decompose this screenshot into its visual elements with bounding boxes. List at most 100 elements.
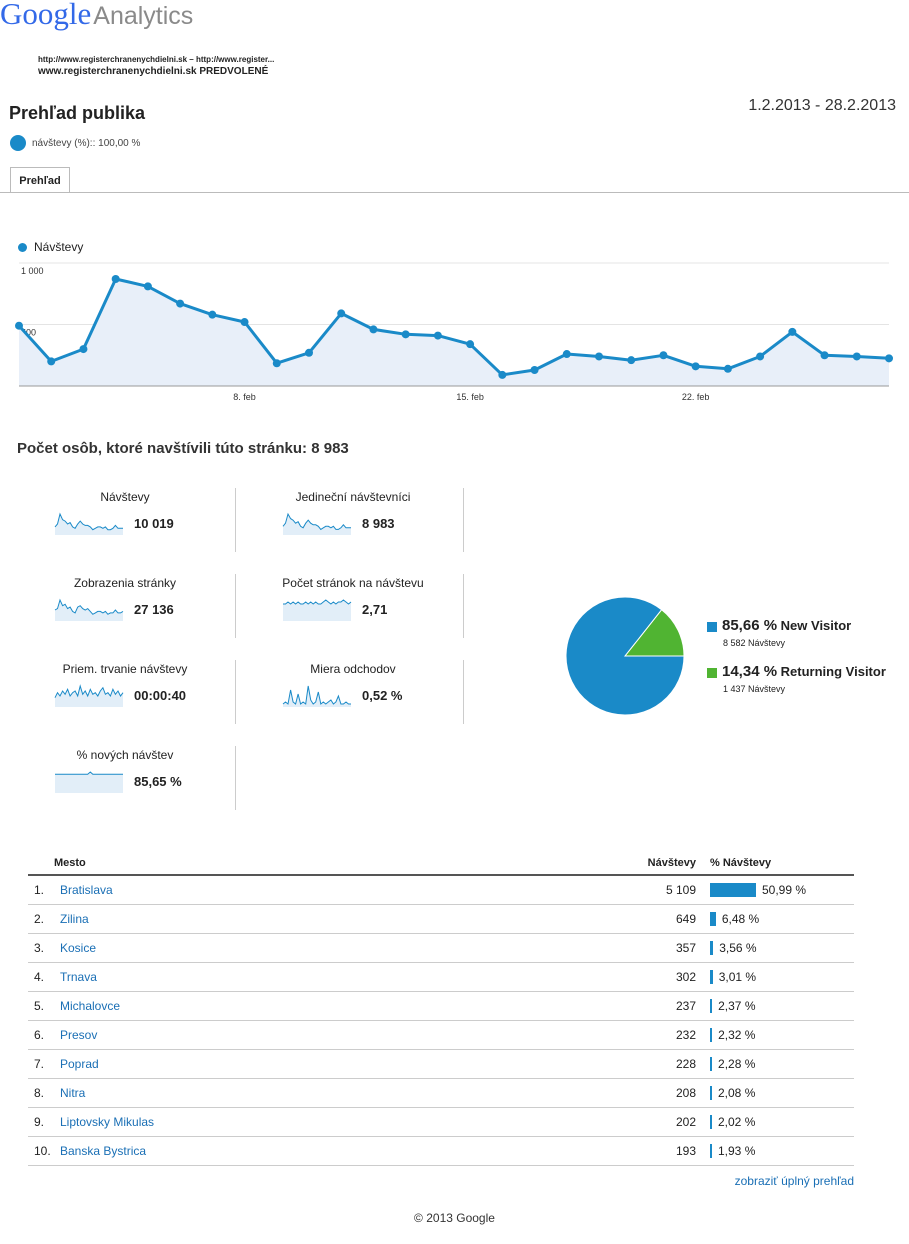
- col-city[interactable]: Mesto: [28, 856, 596, 876]
- data-point[interactable]: [433, 331, 442, 340]
- table-row: 9. Liptovsky Mikulas 202 2,02 %: [28, 1107, 854, 1137]
- city-link[interactable]: Trnava: [60, 962, 596, 992]
- data-point[interactable]: [691, 362, 700, 371]
- returning-visitor-label: Returning Visitor: [780, 664, 886, 679]
- pct-bar: [710, 1057, 713, 1072]
- data-point[interactable]: [852, 352, 861, 361]
- row-pct: 2,08 %: [718, 1085, 756, 1100]
- x-tick-label: 22. feb: [682, 392, 710, 402]
- returning-visitor-pct: 14,34 %: [722, 663, 778, 680]
- data-point[interactable]: [15, 321, 23, 330]
- segment-indicator: návštevy (%):: 100,00 %: [10, 135, 140, 151]
- tab-overview[interactable]: Prehľad: [10, 167, 70, 193]
- row-visits: 202: [596, 1107, 710, 1137]
- google-analytics-logo: GoogleAnalytics: [0, 0, 193, 32]
- row-visits: 302: [596, 962, 710, 992]
- data-point[interactable]: [820, 351, 829, 360]
- city-link[interactable]: Poprad: [60, 1049, 596, 1079]
- row-pct: 2,37 %: [718, 998, 756, 1013]
- data-point[interactable]: [47, 357, 56, 366]
- city-link[interactable]: Zilina: [60, 904, 596, 934]
- col-pct[interactable]: % Návštevy: [710, 856, 854, 876]
- data-point[interactable]: [723, 364, 732, 373]
- data-point[interactable]: [369, 325, 378, 334]
- data-point[interactable]: [401, 330, 410, 339]
- legend-dot-icon: [18, 242, 27, 252]
- metric-card: Priem. trvanie návštevy 00:00:40: [40, 662, 250, 726]
- row-visits: 237: [596, 991, 710, 1021]
- data-point[interactable]: [595, 352, 603, 361]
- city-link[interactable]: Presov: [60, 1020, 596, 1050]
- data-point[interactable]: [498, 370, 507, 379]
- sparkline-area: [283, 514, 351, 535]
- metric-name: Jedineční návštevníci: [295, 490, 411, 504]
- col-visits[interactable]: Návštevy: [596, 856, 710, 876]
- new-visitor-swatch: [707, 621, 717, 632]
- returning-visitor-swatch: [707, 667, 717, 678]
- x-tick-label: 8. feb: [233, 392, 256, 402]
- metric-value: 85,65 %: [134, 774, 182, 789]
- data-point[interactable]: [208, 310, 217, 319]
- date-range[interactable]: 1.2.2013 - 28.2.2013: [748, 97, 896, 114]
- city-link[interactable]: Liptovsky Mikulas: [60, 1107, 596, 1137]
- visits-line-chart: 1 000 500 8. feb 15. feb 22. feb: [15, 262, 893, 402]
- metric-name: Priem. trvanie návštevy: [62, 662, 188, 676]
- visitor-type-pie: [565, 596, 685, 716]
- data-point[interactable]: [659, 351, 668, 360]
- data-point[interactable]: [176, 299, 185, 308]
- metric-value: 2,71: [362, 602, 388, 617]
- page-title: Prehľad publika: [9, 103, 145, 123]
- row-pct-cell: 2,32 %: [710, 1020, 854, 1050]
- data-point[interactable]: [756, 352, 765, 361]
- table-row: 10. Banska Bystrica 193 1,93 %: [28, 1136, 854, 1166]
- row-visits: 232: [596, 1020, 710, 1050]
- y-tick-label: 1 000: [21, 266, 44, 276]
- data-point[interactable]: [240, 318, 249, 327]
- metric-sparkline: [283, 599, 352, 621]
- city-link[interactable]: Michalovce: [60, 991, 596, 1021]
- data-point[interactable]: [788, 327, 797, 336]
- sparkline-line: [282, 685, 351, 705]
- data-point[interactable]: [337, 309, 346, 318]
- full-report-link[interactable]: zobraziť úplný prehľad: [734, 1174, 854, 1188]
- new-visitor-visits: 8 582 Návštevy: [723, 638, 786, 648]
- data-point[interactable]: [143, 282, 152, 291]
- data-point[interactable]: [530, 366, 539, 375]
- metric-name: Návštevy: [100, 490, 150, 504]
- city-link[interactable]: Nitra: [60, 1078, 596, 1108]
- data-point[interactable]: [885, 354, 893, 363]
- sparkline-area: [55, 514, 123, 535]
- data-point[interactable]: [562, 350, 571, 359]
- metric-sparkline: [54, 684, 124, 707]
- data-point[interactable]: [79, 345, 88, 354]
- table-row: 1. Bratislava 5 109 50,99 %: [28, 875, 854, 905]
- table-row: 7. Poprad 228 2,28 %: [28, 1049, 854, 1079]
- city-link[interactable]: Banska Bystrica: [60, 1136, 596, 1166]
- row-visits: 5 109: [596, 875, 710, 905]
- pct-bar: [710, 883, 756, 898]
- city-link[interactable]: Bratislava: [60, 875, 596, 905]
- metric-sparkline: [55, 771, 123, 793]
- city-link[interactable]: Kosice: [60, 933, 596, 963]
- row-visits: 193: [596, 1136, 710, 1166]
- pie-slice[interactable]: [623, 609, 685, 657]
- sparkline-line: [282, 512, 351, 531]
- tab-divider: [0, 192, 909, 193]
- legend-series-name: Návštevy: [34, 240, 84, 254]
- row-index: 9.: [28, 1107, 60, 1137]
- pct-bar: [710, 999, 713, 1014]
- row-index: 10.: [28, 1136, 60, 1166]
- pie-slice[interactable]: [565, 596, 685, 716]
- row-index: 4.: [28, 962, 60, 992]
- data-point[interactable]: [111, 274, 120, 283]
- row-index: 6.: [28, 1020, 60, 1050]
- metric-sparkline: [54, 598, 124, 621]
- data-point[interactable]: [272, 359, 281, 368]
- new-visitor-label: New Visitor: [780, 618, 852, 633]
- data-point[interactable]: [466, 340, 475, 349]
- data-point[interactable]: [305, 348, 313, 357]
- row-pct: 1,93 %: [718, 1143, 756, 1158]
- data-point[interactable]: [627, 356, 636, 365]
- chart-legend: Návštevy: [18, 240, 83, 254]
- table-row: 6. Presov 232 2,32 %: [28, 1020, 854, 1050]
